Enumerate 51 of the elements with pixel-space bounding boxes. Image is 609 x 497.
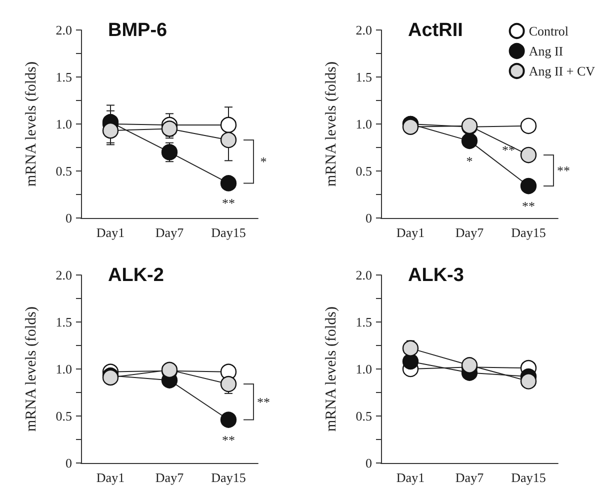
- annotation: **: [222, 432, 235, 448]
- annotation: **: [557, 163, 570, 178]
- y-tick-label: 1.0: [356, 116, 372, 132]
- annotation: *: [466, 153, 473, 168]
- x-tick-label: Day1: [396, 225, 425, 240]
- annotation: **: [257, 394, 270, 410]
- annotation: **: [222, 196, 235, 211]
- x-tick-label: Day15: [211, 225, 246, 240]
- text: *: [260, 154, 267, 170]
- y-axis-title: mRNA levels (folds): [324, 62, 340, 186]
- y-tick-label: 2.0: [356, 22, 372, 38]
- legend-label: Ang II: [528, 44, 564, 58]
- y-tick-label: 1.5: [56, 70, 72, 84]
- x-tick-label: Day15: [511, 470, 546, 485]
- y-tick-label: 0: [366, 210, 372, 226]
- y-tick-label: 1.0: [356, 362, 372, 376]
- x-tick-label: Day7: [155, 225, 184, 240]
- y-tick-label: 0: [66, 210, 72, 226]
- y-tick-label: 2.0: [56, 268, 72, 282]
- x-tick-label: Day7: [455, 225, 484, 240]
- x-tick-label: Day1: [396, 470, 425, 485]
- y-axis-title: mRNA levels (folds): [324, 306, 340, 432]
- chart-title: ALK-2: [108, 265, 164, 286]
- y-tick-label: 2.0: [56, 22, 72, 38]
- legend-label: Control: [528, 24, 569, 38]
- y-tick-label: 1.5: [356, 314, 372, 330]
- y-tick-label: 0.5: [356, 164, 372, 178]
- x-tick-label: Day1: [96, 470, 125, 485]
- x-tick-label: Day7: [155, 470, 184, 485]
- x-tick-label: Day15: [511, 225, 546, 240]
- annotation: **: [522, 198, 535, 214]
- y-tick-label: 1.0: [56, 116, 72, 132]
- annotation: **: [502, 142, 515, 158]
- y-axis-title: mRNA levels (folds): [24, 306, 40, 432]
- y-tick-label: 1.0: [56, 362, 72, 376]
- y-axis-title: mRNA levels (folds): [24, 62, 40, 186]
- chart-title: ActRII: [408, 20, 463, 41]
- y-tick-label: 1.5: [356, 70, 372, 84]
- chart-title: ALK-3: [408, 265, 464, 286]
- y-tick-label: 0: [66, 456, 72, 470]
- y-tick-label: 2.0: [356, 268, 372, 282]
- legend-label: Ang II + CV: [528, 64, 596, 78]
- y-tick-label: 1.5: [56, 314, 72, 330]
- y-tick-label: 0.5: [56, 408, 72, 424]
- chart-title: BMP-6: [108, 20, 168, 41]
- x-tick-label: Day7: [455, 470, 484, 485]
- y-tick-label: 0.5: [56, 164, 72, 178]
- y-tick-label: 0: [366, 456, 372, 470]
- x-tick-label: Day15: [211, 470, 246, 485]
- y-tick-label: 0.5: [356, 408, 372, 424]
- x-tick-label: Day1: [96, 225, 125, 240]
